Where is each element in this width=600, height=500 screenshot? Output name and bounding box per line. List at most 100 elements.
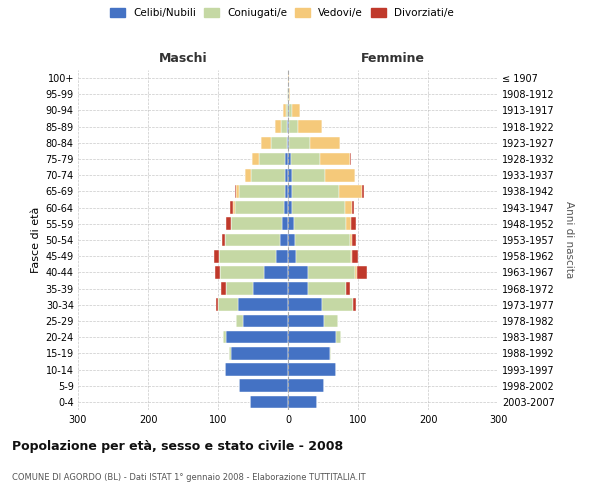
Y-axis label: Fasce di età: Fasce di età [31, 207, 41, 273]
Bar [230, 202, 233, 214]
Bar [345, 202, 352, 214]
Bar [271, 136, 287, 149]
Bar [330, 347, 331, 360]
Bar [361, 185, 364, 198]
Bar [226, 218, 232, 230]
Bar [284, 169, 288, 181]
Bar [292, 104, 300, 117]
Bar [289, 104, 292, 117]
Bar [346, 218, 351, 230]
Bar [230, 347, 288, 360]
Bar [235, 314, 242, 328]
Bar [351, 218, 356, 230]
Bar [225, 234, 280, 246]
Bar [339, 185, 361, 198]
Bar [288, 298, 322, 311]
Bar [356, 266, 367, 278]
Bar [352, 250, 358, 262]
Bar [292, 169, 325, 181]
Bar [239, 380, 288, 392]
Text: Femmine: Femmine [361, 52, 425, 65]
Bar [325, 169, 355, 181]
Bar [238, 298, 288, 311]
Bar [288, 331, 335, 344]
Bar [226, 331, 288, 344]
Bar [308, 282, 346, 295]
Bar [239, 185, 284, 198]
Bar [226, 282, 253, 295]
Bar [284, 202, 288, 214]
Bar [288, 185, 292, 198]
Bar [251, 169, 284, 181]
Bar [288, 104, 289, 117]
Bar [288, 363, 335, 376]
Bar [214, 250, 218, 262]
Legend: Celibi/Nubili, Coniugati/e, Vedovi/e, Divorziati/e: Celibi/Nubili, Coniugati/e, Vedovi/e, Di… [110, 8, 454, 18]
Bar [276, 250, 288, 262]
Bar [232, 218, 282, 230]
Bar [288, 396, 317, 408]
Bar [288, 266, 308, 278]
Bar [225, 363, 288, 376]
Bar [220, 266, 263, 278]
Bar [219, 250, 276, 262]
Bar [229, 347, 230, 360]
Bar [280, 234, 288, 246]
Bar [284, 185, 288, 198]
Bar [281, 120, 287, 133]
Bar [233, 202, 235, 214]
Bar [288, 136, 289, 149]
Bar [287, 136, 288, 149]
Bar [288, 250, 296, 262]
Bar [353, 298, 356, 311]
Bar [245, 169, 251, 181]
Bar [335, 331, 341, 344]
Bar [282, 218, 288, 230]
Bar [288, 282, 308, 295]
Bar [289, 120, 298, 133]
Bar [287, 120, 288, 133]
Bar [263, 266, 288, 278]
Bar [236, 185, 239, 198]
Text: Popolazione per età, sesso e stato civile - 2008: Popolazione per età, sesso e stato civil… [12, 440, 343, 453]
Bar [288, 120, 289, 133]
Bar [293, 218, 346, 230]
Bar [346, 282, 350, 295]
Bar [298, 120, 322, 133]
Text: COMUNE DI AGORDO (BL) - Dati ISTAT 1° gennaio 2008 - Elaborazione TUTTITALIA.IT: COMUNE DI AGORDO (BL) - Dati ISTAT 1° ge… [12, 473, 365, 482]
Bar [352, 202, 354, 214]
Y-axis label: Anni di nascita: Anni di nascita [565, 202, 574, 278]
Bar [288, 202, 292, 214]
Bar [253, 282, 288, 295]
Bar [288, 314, 325, 328]
Bar [291, 152, 320, 166]
Bar [289, 136, 310, 149]
Bar [350, 152, 351, 166]
Bar [288, 234, 295, 246]
Bar [285, 152, 288, 166]
Bar [216, 298, 218, 311]
Bar [351, 250, 352, 262]
Bar [242, 314, 288, 328]
Bar [221, 282, 226, 295]
Bar [320, 152, 350, 166]
Bar [289, 88, 290, 101]
Bar [235, 185, 236, 198]
Bar [259, 152, 285, 166]
Bar [295, 234, 350, 246]
Bar [275, 120, 281, 133]
Bar [350, 234, 352, 246]
Bar [286, 104, 288, 117]
Bar [310, 136, 340, 149]
Bar [288, 347, 330, 360]
Bar [288, 380, 325, 392]
Bar [288, 169, 292, 181]
Bar [223, 331, 226, 344]
Text: Maschi: Maschi [158, 52, 208, 65]
Bar [288, 72, 289, 85]
Bar [292, 185, 339, 198]
Bar [308, 266, 355, 278]
Bar [251, 152, 259, 166]
Bar [215, 266, 220, 278]
Bar [221, 234, 225, 246]
